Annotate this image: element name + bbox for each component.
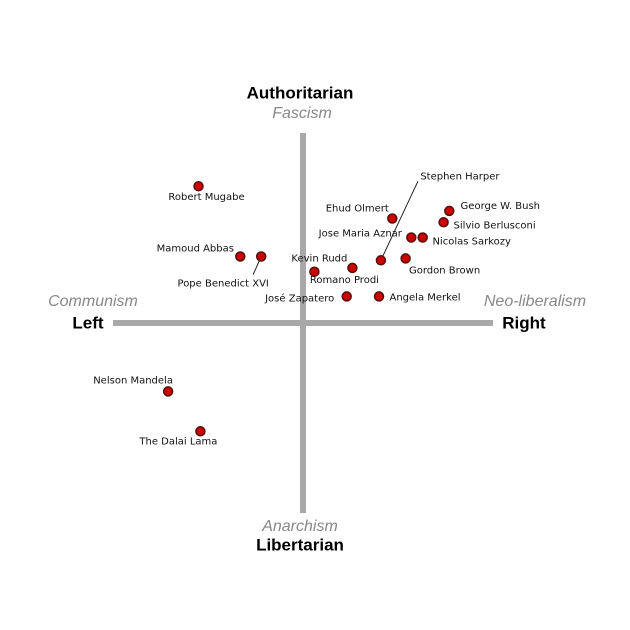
top-label: Authoritarian: [247, 83, 354, 102]
point-label: Nicolas Sarkozy: [432, 237, 511, 248]
point-label: Jose Maria Aznar: [318, 229, 403, 240]
point-label: The Dalai Lama: [138, 436, 217, 447]
point-label: Ehud Olmert: [326, 204, 389, 215]
point: [195, 426, 206, 437]
top-sublabel: Fascism: [272, 105, 332, 122]
leader-line: [380, 181, 419, 261]
point: [255, 251, 267, 262]
point: [387, 213, 398, 224]
point: [438, 217, 449, 228]
point-label: Robert Mugabe: [168, 192, 244, 203]
bottom-sublabel: Anarchism: [261, 518, 338, 535]
left-label: Left: [72, 313, 104, 332]
point: [193, 180, 204, 192]
point: [400, 253, 411, 264]
right-label: Right: [502, 313, 546, 332]
point-label: Angela Merkel: [389, 292, 460, 303]
point: [406, 232, 417, 243]
point: [341, 291, 352, 302]
point: [235, 251, 246, 262]
point-label: Mamoud Abbas: [157, 244, 234, 255]
point-label: Nelson Mandela: [93, 375, 173, 386]
point: [375, 255, 387, 266]
point-label: Kevin Rudd: [291, 254, 347, 265]
point: [417, 232, 428, 243]
point-label: José Zapatero: [264, 292, 334, 304]
point: [373, 291, 385, 302]
point: [347, 262, 358, 274]
point-label: Pope Benedict XVI: [178, 279, 269, 290]
point: [309, 266, 320, 277]
right-sublabel: Neo-liberalism: [484, 293, 586, 310]
point-label: Stephen Harper: [420, 171, 500, 182]
point-label: George W. Bush: [461, 201, 540, 212]
point-label: Romano Prodi: [310, 275, 379, 286]
point-label: Gordon Brown: [409, 265, 480, 276]
point-label: Silvio Berlusconi: [454, 220, 536, 231]
point: [444, 205, 455, 217]
left-sublabel: Communism: [48, 293, 138, 310]
point: [162, 386, 174, 397]
bottom-label: Libertarian: [256, 535, 344, 554]
